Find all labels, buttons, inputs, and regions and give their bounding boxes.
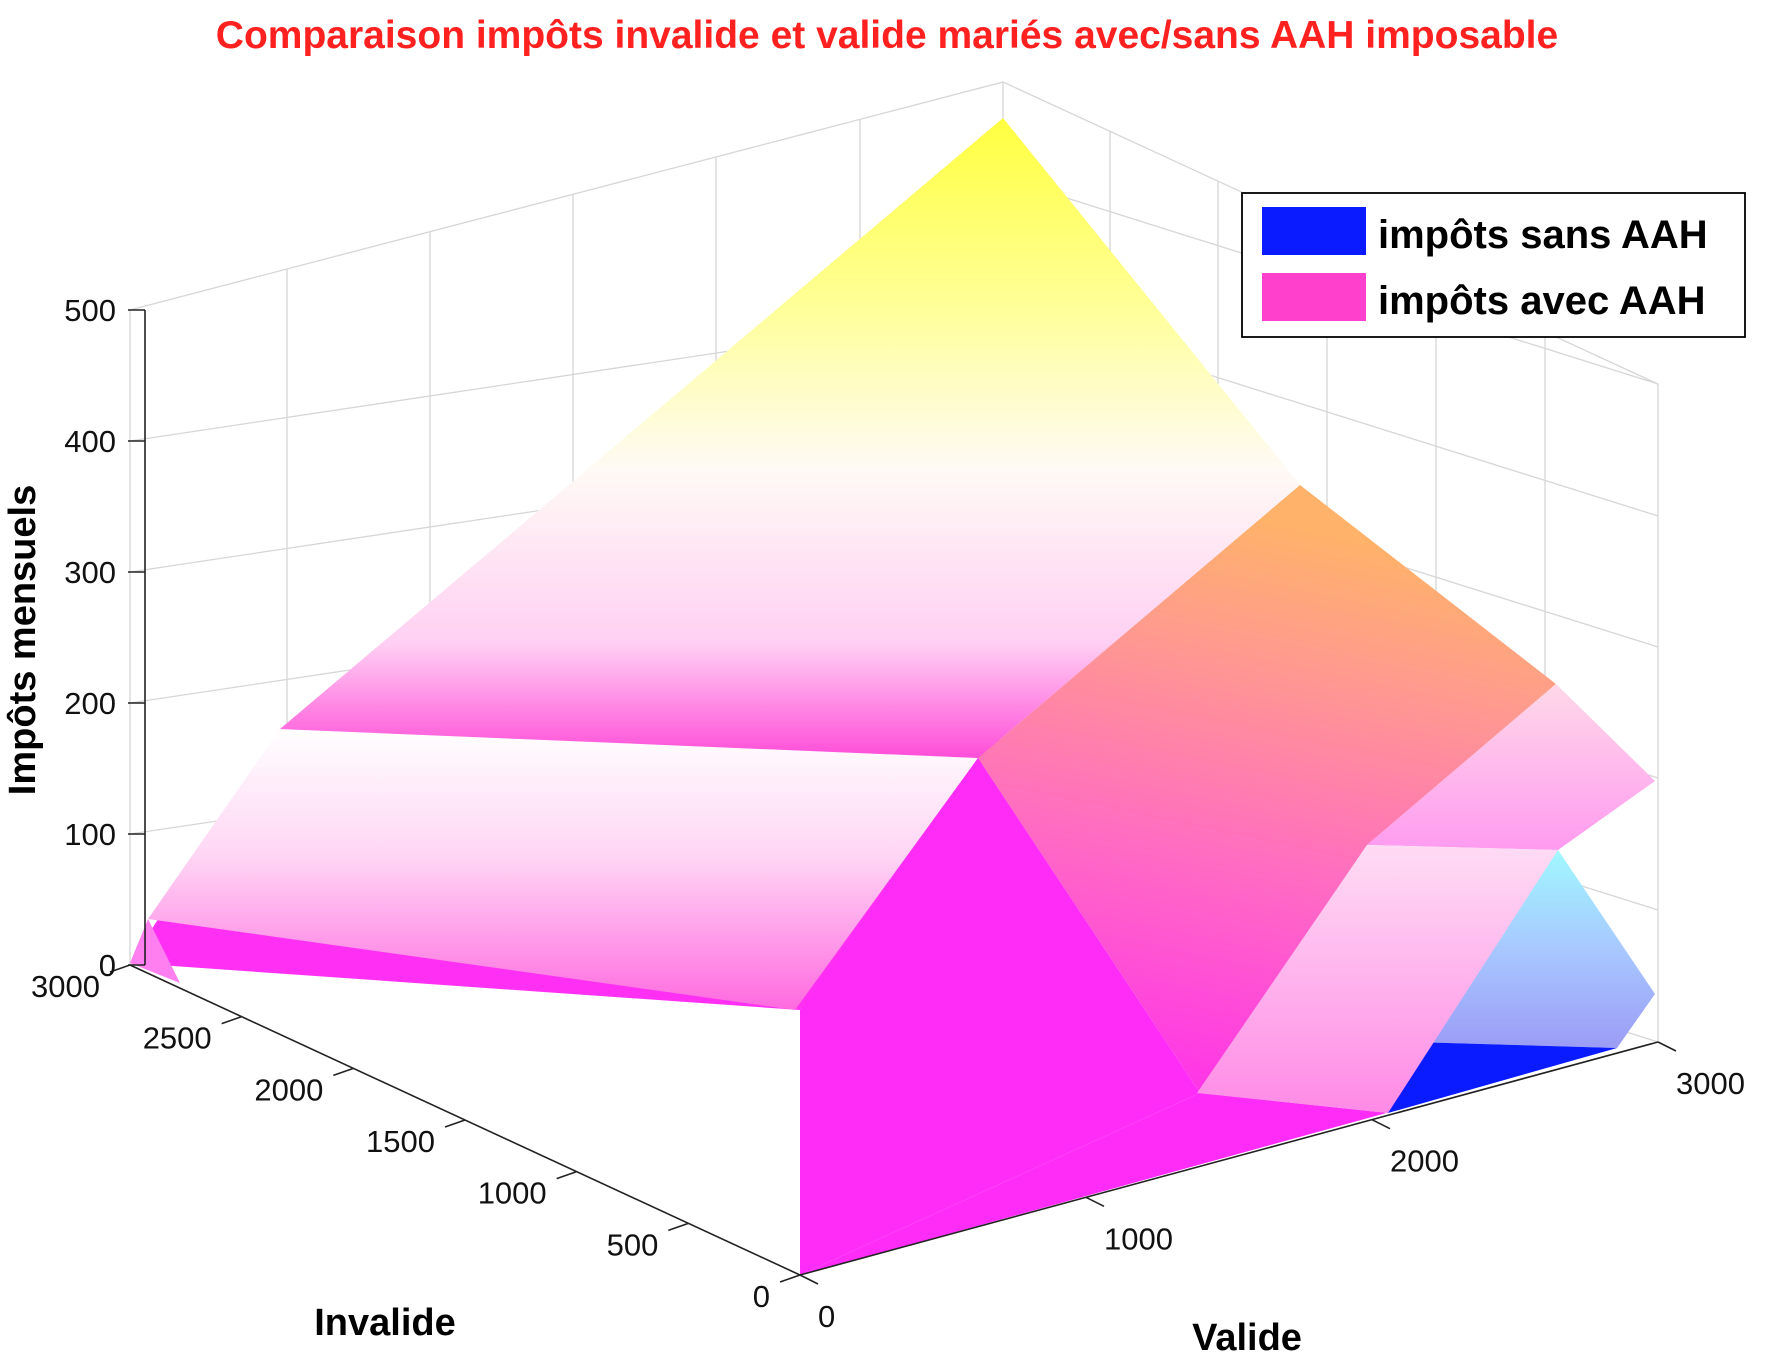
x-tick <box>1657 1041 1677 1052</box>
legend-label-sans-aah: impôts sans AAH <box>1378 213 1708 257</box>
legend: impôts sans AAH impôts avec AAH <box>1241 192 1746 338</box>
y-tick-label: 2500 <box>143 1021 212 1056</box>
x-axis-line <box>799 1041 1659 1276</box>
x-tick <box>1371 1118 1391 1130</box>
y-tick <box>333 1067 354 1077</box>
legend-label-avec-aah: impôts avec AAH <box>1378 279 1706 323</box>
x-tick-label: 2000 <box>1390 1144 1459 1179</box>
x-tick <box>799 1274 819 1285</box>
y-tick <box>109 964 131 973</box>
surface-patch-right-band <box>1197 845 1558 1113</box>
y-tick <box>668 1222 689 1232</box>
surface-patch-right-slope <box>978 485 1556 1093</box>
y-tick-label: 500 <box>607 1227 659 1262</box>
surface-patches <box>130 118 1655 1275</box>
z-tick-label: 200 <box>64 686 116 721</box>
y-tick <box>779 1274 801 1283</box>
y-axis-label: Invalide <box>314 1302 456 1344</box>
tick-labels: 0 100 200 300 400 500 0 500 1000 1500 2000 2500 3000… <box>31 293 1745 1334</box>
surface-patch-floor-front <box>800 758 1200 1275</box>
surface-patch-blue-floor <box>1388 1042 1617 1113</box>
y-tick-label: 1500 <box>366 1124 435 1159</box>
y-tick-label: 2000 <box>254 1072 323 1107</box>
chart-title: Comparaison impôts invalide et valide ma… <box>215 14 1559 57</box>
y-tick-label: 1000 <box>478 1176 547 1211</box>
x-axis-label: Valide <box>1192 1317 1302 1359</box>
axes <box>109 309 1677 1285</box>
x-tick <box>1085 1196 1105 1208</box>
z-tick-label: 500 <box>64 293 116 328</box>
y-tick-label: 3000 <box>31 969 100 1004</box>
legend-swatch-avec-aah <box>1262 273 1366 321</box>
surface-patch-low-band <box>148 729 978 1010</box>
z-axis-label: Impôts mensuels <box>2 485 44 795</box>
surface-patch-right-top <box>1367 684 1655 850</box>
surface-patch-cyan-wedge <box>1413 850 1655 1048</box>
z-tick-label: 400 <box>64 424 116 459</box>
z-tick-label: 300 <box>64 555 116 590</box>
z-tick-label: 0 <box>99 948 116 983</box>
surface-patch-left-edge <box>130 919 180 983</box>
y-tick <box>556 1170 577 1180</box>
y-tick-label: 0 <box>753 1279 770 1314</box>
x-tick-label: 3000 <box>1676 1066 1745 1101</box>
y-tick <box>221 1015 242 1025</box>
surface-patch-floor-strip <box>800 1093 1390 1275</box>
legend-swatch-sans-aah <box>1262 207 1366 255</box>
y-tick <box>444 1119 466 1128</box>
surface-patch-back-slope <box>280 118 1300 758</box>
x-tick-label: 0 <box>818 1299 835 1334</box>
z-tick-label: 100 <box>64 817 116 852</box>
x-tick-label: 1000 <box>1104 1221 1173 1256</box>
